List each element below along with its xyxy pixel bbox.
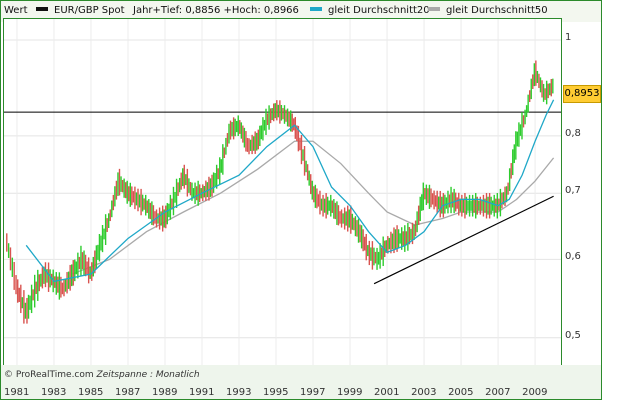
legend-series-eurgbp: EUR/GBP Spot [36,5,125,16]
x-tick-label: 2007 [485,387,511,398]
x-tick-label: 1995 [263,387,289,398]
x-tick-label: 1987 [114,387,141,398]
footer-credit: © ProRealTime.com Zeitspanne : Monatlich [4,370,200,380]
footer-timespan: Zeitspanne : Monatlich [96,370,200,380]
legend-swatch-eurgbp [36,7,48,11]
legend-bar: Wert EUR/GBP Spot Jahr+Tief: 0,8856 +Hoc… [0,0,640,22]
legend-swatch-ma20 [310,7,322,11]
price-chart-svg [4,19,561,383]
x-tick-label: 1985 [77,387,104,398]
x-tick-label: 1999 [337,387,363,398]
x-tick-label: 1993 [226,387,252,398]
support-trendline [373,195,554,285]
right-axis-panel [602,0,640,400]
y-tick-label: 0,7 [565,185,581,197]
ma20-line [25,99,555,283]
legend-range-text: Jahr+Tief: 0,8856 +Hoch: 0,8966 [133,5,299,16]
x-tick-label: 2005 [448,387,474,398]
plot-area [3,18,562,384]
y-tick-label: 1 [565,31,572,43]
legend-wert-label: Wert [4,5,28,16]
x-tick-label: 1983 [40,387,67,398]
x-tick-label: 1981 [3,387,30,398]
current-price-badge: 0,8953 [563,85,601,103]
footer-credit-text: © ProRealTime.com [4,370,94,380]
legend-ma50-label: gleit Durchschnitt50 [446,5,548,16]
x-tick-label: 2009 [522,387,548,398]
y-tick-label: 0,6 [565,251,581,263]
x-tick-label: 2001 [374,387,400,398]
x-tick-label: 1991 [189,387,215,398]
legend-series-ma20: gleit Durchschnitt20 [310,5,430,16]
legend-ma20-label: gleit Durchschnitt20 [328,5,430,16]
footer-bar [0,365,602,400]
y-tick-label: 0,8 [565,127,581,139]
ma50-line [72,140,555,275]
y-tick-label: 0,5 [565,329,581,341]
legend-series-ma50: gleit Durchschnitt50 [428,5,548,16]
x-tick-label: 1989 [151,387,178,398]
x-tick-label: 1997 [300,387,326,398]
legend-series-label: EUR/GBP Spot [54,5,125,16]
x-tick-label: 2003 [411,387,437,398]
legend-swatch-ma50 [428,7,440,11]
